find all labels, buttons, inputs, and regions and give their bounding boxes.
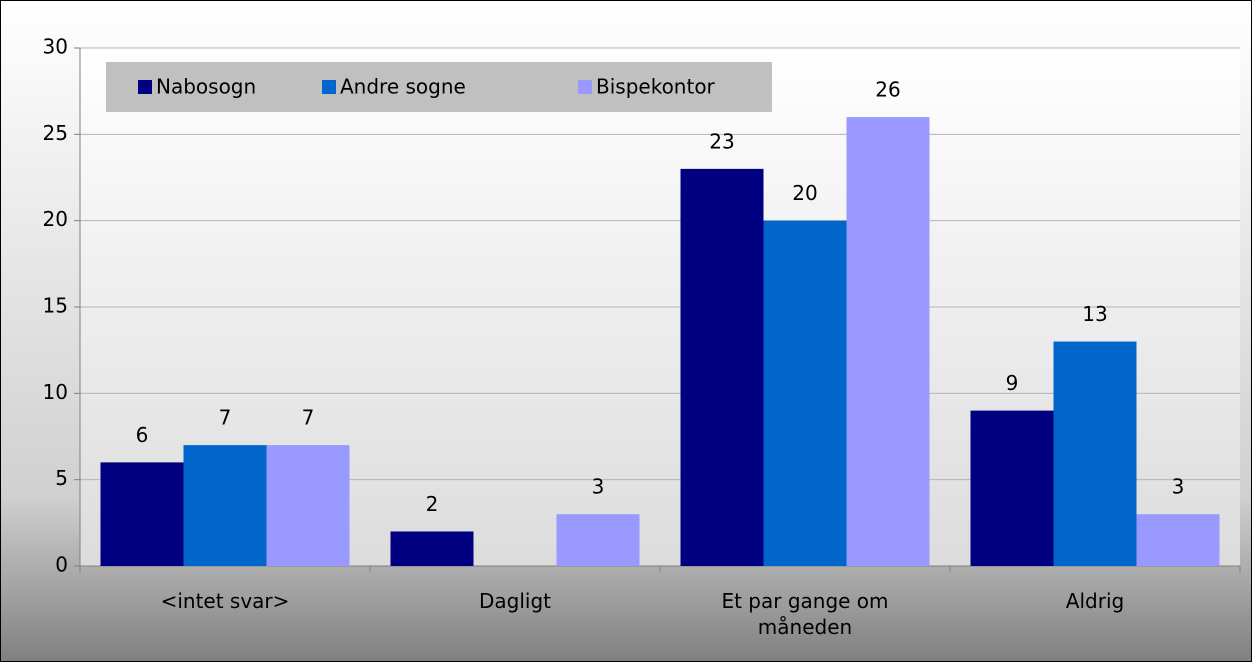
data-label: 6 <box>136 423 149 447</box>
bar <box>970 410 1054 566</box>
legend-swatch <box>322 80 336 94</box>
y-tick-label: 30 <box>43 35 68 59</box>
bar <box>763 220 847 566</box>
y-tick-label: 15 <box>43 294 68 318</box>
bar <box>1053 341 1137 566</box>
legend-swatch <box>578 80 592 94</box>
legend-swatch <box>138 80 152 94</box>
bar <box>266 445 350 566</box>
y-tick-label: 25 <box>43 121 68 145</box>
data-label: 3 <box>1172 475 1185 499</box>
bar <box>100 462 184 566</box>
x-tick-label: Aldrig <box>1065 589 1125 613</box>
data-label: 26 <box>875 78 900 102</box>
legend-label: Andre sogne <box>340 75 466 99</box>
y-tick-label: 0 <box>55 553 68 577</box>
data-label: 20 <box>792 181 817 205</box>
bar <box>1136 514 1220 566</box>
bar <box>183 445 267 566</box>
x-tick-label: Et par gange om måneden <box>721 589 889 639</box>
y-tick-label: 10 <box>43 380 68 404</box>
bar <box>846 117 930 567</box>
legend-label: Nabosogn <box>156 75 256 99</box>
data-label: 7 <box>219 406 232 430</box>
y-tick-label: 5 <box>55 466 68 490</box>
data-label: 2 <box>426 492 439 516</box>
data-label: 7 <box>302 406 315 430</box>
legend-label: Bispekontor <box>596 75 716 99</box>
bar <box>556 514 640 566</box>
data-label: 3 <box>592 475 605 499</box>
data-label: 23 <box>709 129 734 153</box>
bar <box>390 531 474 566</box>
legend-box <box>106 62 772 112</box>
data-label: 13 <box>1082 302 1107 326</box>
y-tick-label: 20 <box>43 207 68 231</box>
bar <box>680 168 764 566</box>
x-tick-label: Dagligt <box>478 589 551 613</box>
x-tick-label: <intet svar> <box>160 589 290 613</box>
data-label: 9 <box>1006 371 1019 395</box>
